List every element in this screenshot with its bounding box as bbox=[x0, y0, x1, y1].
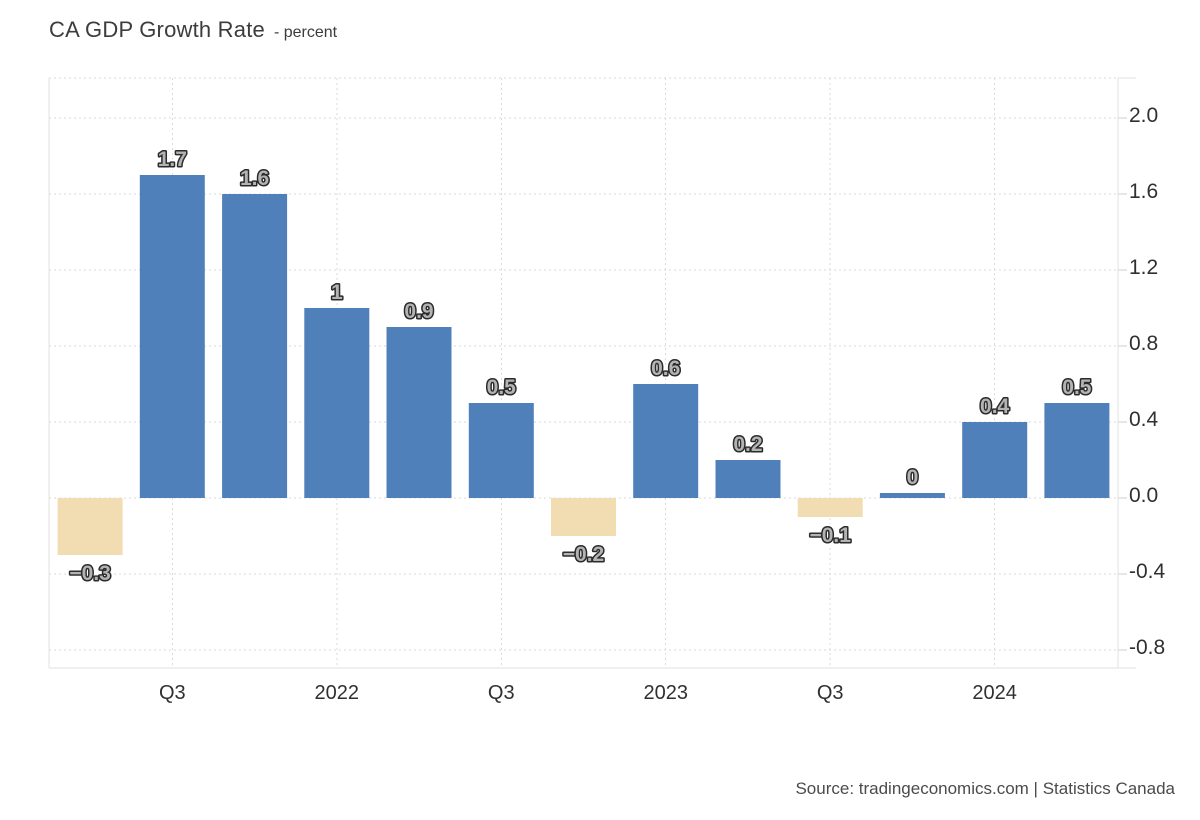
bar-value-label: 0.5 bbox=[487, 376, 517, 399]
bar-9-Q3[interactable] bbox=[797, 498, 863, 517]
bar-value-halo: 0.9 bbox=[404, 300, 433, 323]
bar-value-label: 1 bbox=[331, 281, 343, 304]
bar-value-halo: −0.2 bbox=[563, 543, 604, 566]
y-axis-label: 2.0 bbox=[1129, 104, 1158, 127]
bar-value-label: −0.3 bbox=[69, 562, 110, 585]
page-title: CA GDP Growth Rate bbox=[49, 17, 265, 42]
source-text: Source: tradingeconomics.com | Statistic… bbox=[795, 779, 1175, 798]
bar-0[interactable] bbox=[57, 498, 123, 555]
bar-3-2022[interactable] bbox=[304, 308, 370, 498]
y-axis-label: 1.2 bbox=[1129, 256, 1158, 279]
page-subtitle: - percent bbox=[273, 24, 338, 41]
bar-value-label: 0.5 bbox=[1062, 376, 1092, 399]
bar-value-label: −0.1 bbox=[809, 524, 851, 547]
bar-value-label: 0.4 bbox=[980, 395, 1010, 418]
y-axis-label: -0.8 bbox=[1129, 636, 1165, 659]
bar-value-halo: 1.6 bbox=[240, 167, 269, 190]
bar-10[interactable] bbox=[879, 493, 945, 498]
bar-value-label: 0.6 bbox=[651, 357, 680, 380]
bar-8[interactable] bbox=[715, 460, 781, 498]
bar-value-halo: 1 bbox=[331, 281, 343, 304]
chart-header: CA GDP Growth Rate - percent bbox=[49, 17, 337, 43]
bar-5-Q3[interactable] bbox=[468, 403, 534, 498]
x-axis-label: 2022 bbox=[315, 682, 360, 704]
bar-value-label: −0.2 bbox=[563, 543, 604, 566]
bar-value-label: 0.9 bbox=[404, 300, 433, 323]
bar-value-label: 1.7 bbox=[158, 148, 187, 171]
bar-value-halo: 0 bbox=[907, 466, 919, 489]
y-axis-label: 0.8 bbox=[1129, 332, 1158, 355]
x-axis-label: Q3 bbox=[817, 682, 844, 704]
y-axis-label: 1.6 bbox=[1129, 180, 1158, 203]
bar-value-halo: 0.2 bbox=[733, 433, 762, 456]
bar-1-Q3[interactable] bbox=[139, 175, 205, 498]
x-axis-label: Q3 bbox=[159, 682, 186, 704]
y-axis-label: 0.0 bbox=[1129, 484, 1158, 507]
bar-value-halo: 0.5 bbox=[487, 376, 517, 399]
bar-12[interactable] bbox=[1044, 403, 1110, 498]
bar-value-halo: 1.7 bbox=[158, 148, 187, 171]
bar-7-2023[interactable] bbox=[633, 384, 699, 498]
y-axis-label: -0.4 bbox=[1129, 560, 1166, 583]
y-axis-label: 0.4 bbox=[1129, 408, 1159, 431]
x-axis-label: 2024 bbox=[972, 682, 1017, 704]
x-axis-label: Q3 bbox=[488, 682, 515, 704]
bar-6[interactable] bbox=[551, 498, 616, 536]
bar-value-label: 0 bbox=[907, 466, 919, 489]
bar-value-halo: −0.1 bbox=[809, 524, 851, 547]
bar-value-halo: −0.3 bbox=[69, 562, 110, 585]
bar-value-halo: 0.6 bbox=[651, 357, 680, 380]
bar-value-halo: 0.5 bbox=[1062, 376, 1092, 399]
x-axis-label: 2023 bbox=[643, 682, 688, 704]
bar-11-2024[interactable] bbox=[962, 422, 1028, 498]
bar-value-label: 1.6 bbox=[240, 167, 269, 190]
bar-value-label: 0.2 bbox=[733, 433, 762, 456]
bar-value-halo: 0.4 bbox=[980, 395, 1010, 418]
bar-2[interactable] bbox=[222, 194, 288, 498]
bar-4[interactable] bbox=[386, 327, 452, 498]
